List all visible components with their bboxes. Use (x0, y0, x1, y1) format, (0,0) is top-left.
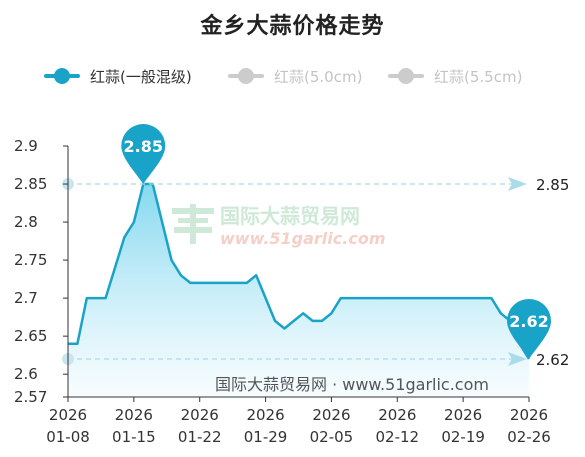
mark-line-label: 2.85 (536, 176, 569, 194)
x-tick-date: 02-12 (375, 428, 419, 446)
chart-title: 金乡大蒜价格走势 (200, 14, 385, 39)
x-tick-date: 01-29 (244, 428, 288, 446)
x-tick-year: 2026 (246, 406, 284, 424)
y-tick-label: 2.57 (14, 388, 47, 406)
y-tick-label: 2.75 (14, 251, 47, 269)
arrow-icon (508, 351, 527, 366)
x-tick-year: 2026 (378, 406, 416, 424)
garlic-logo-icon (172, 204, 214, 244)
y-tick-label: 2.85 (14, 175, 47, 193)
mark-line-label: 2.62 (536, 351, 569, 369)
arrow-icon (508, 177, 527, 192)
legend-label: 红蒜(一般混级) (90, 67, 192, 86)
legend-item-series-2[interactable]: 红蒜(5.0cm) (228, 62, 362, 90)
x-tick-date: 01-15 (112, 428, 156, 446)
legend-line-icon (44, 68, 80, 84)
x-tick-date: 02-19 (441, 428, 485, 446)
legend-dot-icon (238, 68, 254, 84)
mark-point-label: 2.85 (124, 137, 163, 156)
x-tick-year: 2026 (115, 406, 153, 424)
mark-point-pin-icon (507, 298, 551, 359)
mark-points: 2.85 2.62 (121, 124, 551, 359)
x-tick-year: 2026 (444, 406, 482, 424)
legend-dot-icon (398, 68, 414, 84)
legend-label: 红蒜(5.5cm) (434, 67, 523, 86)
x-tick-date: 01-08 (46, 428, 90, 446)
y-tick-label: 2.8 (14, 213, 38, 231)
y-tick-label: 2.9 (14, 137, 38, 155)
x-tick-year: 2026 (181, 406, 219, 424)
legend-line-icon (388, 68, 424, 84)
watermark: 国际大蒜贸易网 www.51garlic.com (172, 204, 385, 248)
x-tick-date: 02-26 (507, 428, 551, 446)
legend: 红蒜(一般混级) 红蒜(5.0cm) 红蒜(5.5cm) (0, 62, 585, 90)
legend-item-series-1[interactable]: 红蒜(一般混级) (44, 62, 192, 90)
x-tick-date: 02-05 (310, 428, 354, 446)
y-tick-label: 2.7 (14, 289, 38, 307)
mark-point-pin-icon (121, 124, 166, 185)
legend-dot-icon (54, 68, 70, 84)
watermark-title: 国际大蒜贸易网 (220, 204, 360, 228)
watermark-url: www.51garlic.com (220, 229, 385, 248)
y-axis-ticks: 2.9 2.85 2.8 2.75 2.7 2.65 2.6 2.57 (14, 137, 68, 406)
x-tick-year: 2026 (510, 406, 548, 424)
mark-point-label: 2.62 (509, 312, 548, 331)
x-tick-year: 2026 (312, 406, 350, 424)
source-caption: 国际大蒜贸易网 · www.51garlic.com (215, 375, 489, 394)
legend-line-icon (228, 68, 264, 84)
y-tick-label: 2.6 (14, 365, 38, 383)
y-tick-label: 2.65 (14, 327, 47, 345)
x-tick-date: 01-22 (178, 428, 222, 446)
legend-label: 红蒜(5.0cm) (274, 67, 363, 86)
x-axis-ticks: 2026 01-08 2026 01-15 2026 01-22 2026 01-29 2026… (46, 397, 551, 446)
price-area (68, 184, 529, 397)
x-tick-year: 2026 (49, 406, 87, 424)
legend-item-series-3[interactable]: 红蒜(5.5cm) (388, 62, 522, 90)
